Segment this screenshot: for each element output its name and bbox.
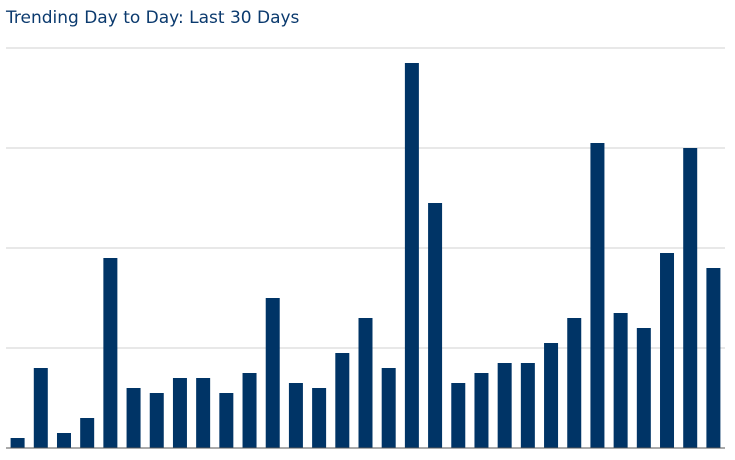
bar: [613, 313, 628, 448]
bar: [683, 148, 698, 448]
bar: [312, 388, 327, 448]
bar: [265, 298, 280, 448]
bar: [451, 383, 466, 448]
bar: [474, 373, 489, 448]
bar: [381, 368, 396, 448]
bar: [590, 143, 605, 448]
bar: [80, 418, 95, 448]
bar: [288, 383, 303, 448]
bar: [497, 363, 512, 448]
bar: [358, 318, 373, 448]
bar: [219, 393, 234, 448]
bar: [636, 328, 651, 448]
bar: [56, 433, 71, 448]
bar: [242, 373, 257, 448]
bar: [126, 388, 141, 448]
bar: [172, 378, 187, 448]
bar: [10, 438, 25, 448]
chart-title: Trending Day to Day: Last 30 Days: [5, 8, 300, 28]
bar: [660, 253, 675, 448]
bar: [404, 63, 419, 448]
bar: [567, 318, 582, 448]
bar: [520, 363, 535, 448]
bar: [544, 343, 559, 448]
bar: [428, 203, 443, 448]
bar: [33, 368, 48, 448]
bar: [103, 258, 118, 448]
bar: [335, 353, 350, 448]
bar: [706, 268, 721, 448]
bar: [149, 393, 164, 448]
bar: [196, 378, 211, 448]
